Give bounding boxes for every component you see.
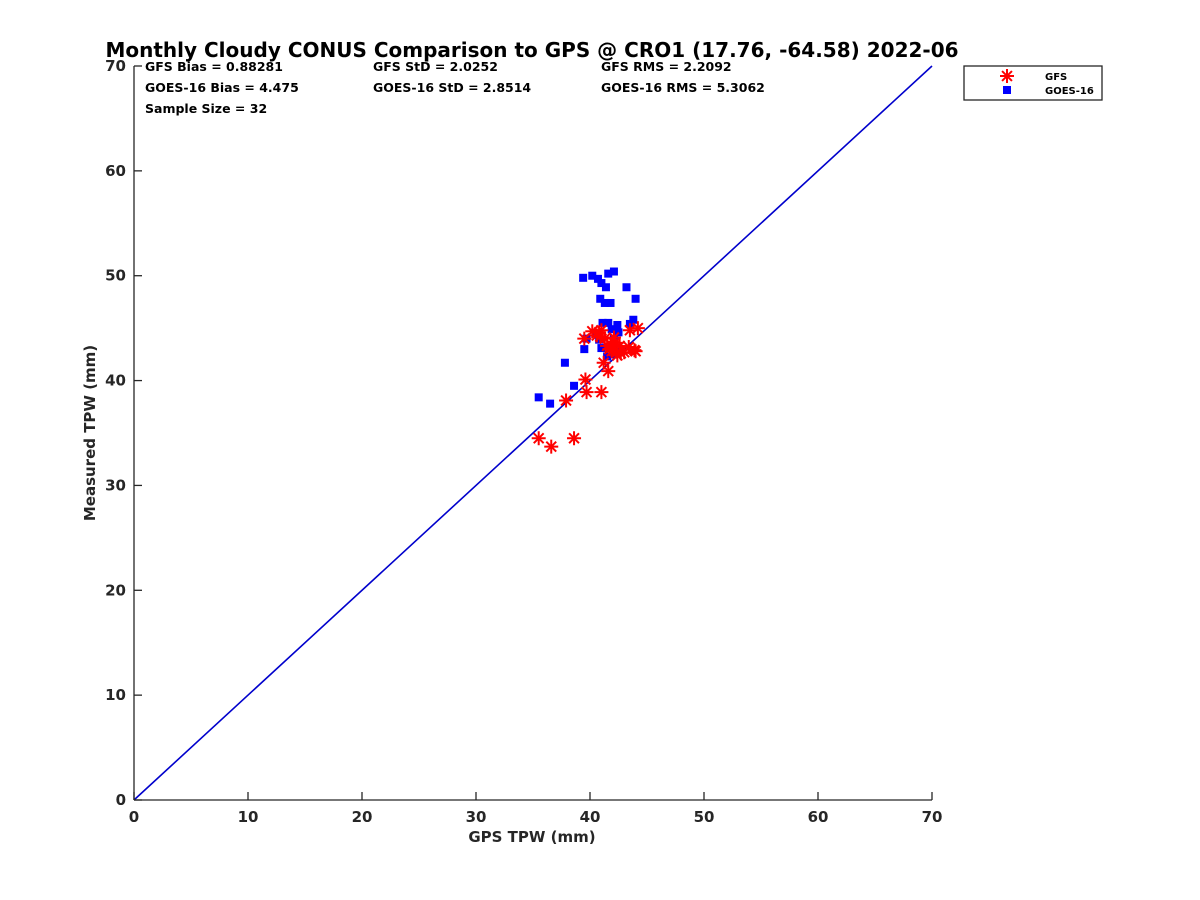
gfs-point <box>559 393 574 408</box>
x-tick-label: 70 <box>922 808 943 826</box>
goes16-point <box>588 271 597 280</box>
x-tick-label: 10 <box>238 808 259 826</box>
goes16-point <box>629 315 638 324</box>
y-tick-label: 20 <box>105 581 126 599</box>
asterisk-stroke <box>624 324 636 336</box>
reference-line-layer <box>133 65 933 801</box>
asterisk-stroke <box>578 332 590 345</box>
gfs-point <box>628 344 643 359</box>
y-axis-label: Measured TPW (mm) <box>81 345 99 521</box>
stat-text: GOES-16 StD = 2.8514 <box>373 80 531 95</box>
legend-goes16-marker <box>1003 86 1011 94</box>
asterisk-stroke <box>594 330 606 343</box>
goes16-point <box>597 344 606 353</box>
x-tick-label: 20 <box>352 808 373 826</box>
stat-text: GFS Bias = 0.88281 <box>145 59 283 74</box>
stats-block: GFS Bias = 0.88281 GFS StD = 2.0252 GFS RM… <box>145 59 765 116</box>
gfs-point <box>622 323 637 338</box>
asterisk-stroke <box>602 365 614 377</box>
asterisk-stroke <box>598 357 610 369</box>
data-points-layer <box>531 267 645 454</box>
x-tick-label: 50 <box>694 808 715 826</box>
goes16-point <box>534 393 543 402</box>
gfs-point <box>567 431 582 446</box>
goes16-point <box>607 325 616 334</box>
x-tick-label: 30 <box>466 808 487 826</box>
gfs-point <box>594 385 609 400</box>
chart-title: Monthly Cloudy CONUS Comparison to GPS @… <box>105 38 958 62</box>
axes <box>133 65 933 801</box>
goes16-point <box>596 294 605 303</box>
goes16-point <box>595 335 604 344</box>
goes16-point <box>570 381 579 390</box>
asterisk-stroke <box>632 322 644 334</box>
asterisk-stroke <box>615 347 627 359</box>
legend-label: GFS <box>1045 72 1067 83</box>
gfs-point <box>579 385 594 400</box>
goes16-point <box>593 274 602 283</box>
goes16-point <box>600 298 609 307</box>
gfs-point <box>578 372 593 387</box>
asterisk-stroke <box>1001 70 1013 82</box>
goes16-point <box>604 269 613 278</box>
asterisk-stroke <box>533 432 545 444</box>
asterisk-stroke <box>606 345 618 357</box>
tick-labels: 0 10 20 30 40 50 60 70 0 10 20 30 40 50 60 70 <box>105 57 942 826</box>
y-tick-label: 60 <box>105 162 126 180</box>
stat-text: GFS RMS = 2.2092 <box>601 59 732 74</box>
y-tick-label: 40 <box>105 372 126 390</box>
stat-text: GOES-16 RMS = 5.3062 <box>601 80 765 95</box>
asterisk-stroke <box>623 341 635 353</box>
goes16-point <box>622 283 631 292</box>
goes16-point <box>631 294 640 303</box>
x-tick-label: 40 <box>580 808 601 826</box>
one-to-one-line <box>133 65 933 801</box>
asterisk-stroke <box>545 440 557 453</box>
asterisk-stroke <box>579 373 592 386</box>
goes16-point <box>579 273 588 282</box>
y-tick-label: 30 <box>105 476 126 494</box>
goes16-point <box>606 298 615 307</box>
asterisk-stroke <box>595 386 608 398</box>
y-tick-label: 10 <box>105 686 126 704</box>
legend-label: GOES-16 <box>1045 86 1094 97</box>
gfs-point <box>593 329 608 344</box>
gfs-point <box>604 344 619 359</box>
goes16-point <box>609 267 618 276</box>
x-axis-label: GPS TPW (mm) <box>468 828 595 846</box>
y-tick-label: 0 <box>116 791 126 809</box>
gfs-point <box>596 355 611 370</box>
gfs-point <box>544 439 559 454</box>
stat-text: GOES-16 Bias = 4.475 <box>145 80 299 95</box>
x-tick-label: 60 <box>808 808 829 826</box>
legend: GFS GOES-16 <box>963 65 1103 101</box>
stat-text: Sample Size = 32 <box>145 101 267 116</box>
y-tick-label: 50 <box>105 267 126 285</box>
asterisk-stroke <box>599 332 611 345</box>
gfs-point <box>577 331 592 346</box>
x-tick-label: 0 <box>129 808 139 826</box>
series-gfs <box>531 321 645 454</box>
goes16-point <box>601 283 610 292</box>
gfs-point <box>613 346 628 361</box>
goes16-point <box>546 399 555 408</box>
goes16-point <box>613 320 622 329</box>
asterisk-stroke <box>629 345 642 357</box>
y-tick-label: 70 <box>105 57 126 75</box>
asterisk-stroke <box>608 331 620 344</box>
legend-box <box>963 65 1103 101</box>
asterisk-stroke <box>560 394 572 407</box>
asterisk-stroke <box>568 432 580 444</box>
goes16-point <box>598 318 607 327</box>
legend-gfs-marker <box>1000 69 1014 83</box>
goes16-point <box>580 345 589 354</box>
goes16-point <box>560 358 569 367</box>
goes16-point <box>604 318 613 327</box>
asterisk-stroke <box>580 386 593 398</box>
goes16-point <box>597 279 606 288</box>
gfs-point <box>531 431 546 446</box>
stat-text: GFS StD = 2.0252 <box>373 59 498 74</box>
